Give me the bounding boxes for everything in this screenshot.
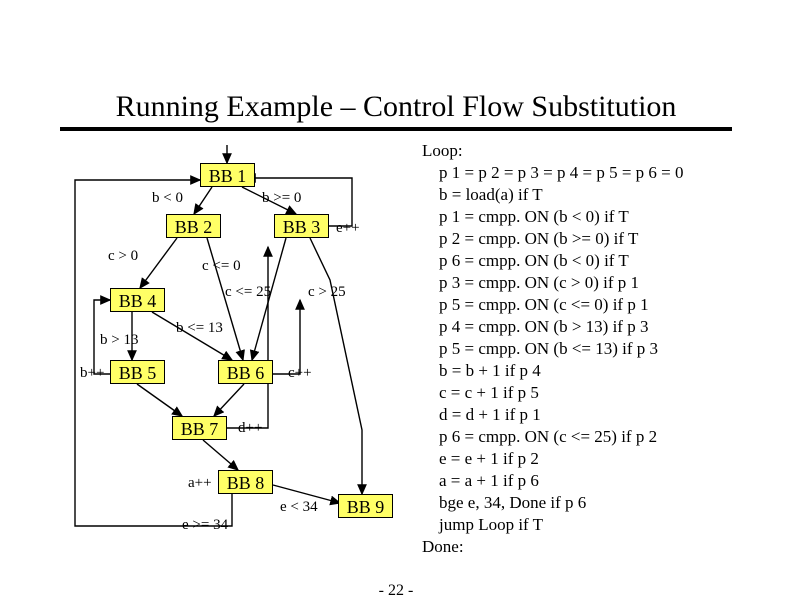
page-number: - 22 - [0, 582, 792, 600]
edge-label-12: a++ [188, 475, 212, 492]
edge-15 [203, 440, 238, 470]
node-bb4: BB 4 [110, 288, 165, 312]
edge-13 [214, 384, 244, 416]
node-bb1: BB 1 [200, 163, 255, 187]
edge-label-3: c > 0 [108, 248, 138, 265]
edge-label-4: c <= 0 [202, 258, 241, 275]
edge-label-13: e < 34 [280, 499, 318, 516]
edge-label-0: b < 0 [152, 190, 183, 207]
edge-label-2: e++ [336, 220, 360, 237]
edge-label-1: b >= 0 [262, 190, 301, 207]
edge-label-5: c <= 25 [225, 284, 271, 301]
edge-label-10: c++ [288, 365, 312, 382]
node-bb9: BB 9 [338, 494, 393, 518]
edge-label-8: b > 13 [100, 332, 138, 349]
node-bb5: BB 5 [110, 360, 165, 384]
edge-label-6: c > 25 [308, 284, 346, 301]
slide: Running Example – Control Flow Substitut… [0, 0, 792, 612]
edge-11 [273, 300, 300, 374]
node-bb2: BB 2 [166, 214, 221, 238]
edge-1 [194, 187, 212, 214]
edge-12 [137, 384, 182, 416]
edge-4 [140, 238, 177, 288]
node-bb7: BB 7 [172, 416, 227, 440]
code-block: Loop: p 1 = p 2 = p 3 = p 4 = p 5 = p 6 … [422, 140, 684, 558]
node-bb8: BB 8 [218, 470, 273, 494]
node-bb3: BB 3 [274, 214, 329, 238]
node-bb6: BB 6 [218, 360, 273, 384]
edge-label-11: d++ [238, 420, 262, 437]
edge-label-9: b++ [80, 365, 104, 382]
edge-label-7: b <= 13 [176, 320, 223, 337]
edge-7 [310, 238, 362, 494]
edge-label-14: e >= 34 [182, 517, 228, 534]
